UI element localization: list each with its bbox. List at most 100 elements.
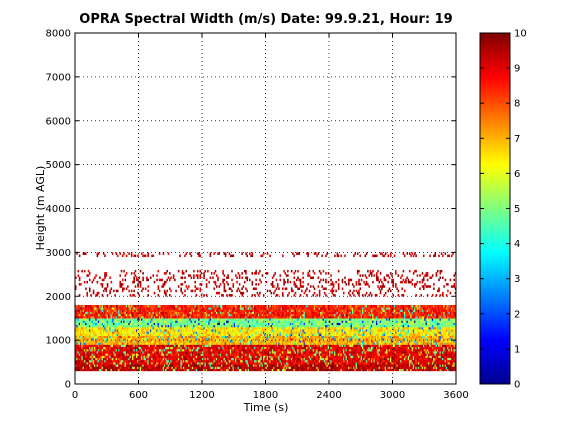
heatmap-cell (386, 355, 388, 358)
heatmap-cell (215, 348, 218, 352)
heatmap-cell (115, 366, 118, 369)
heatmap-cell (132, 353, 134, 356)
heatmap-cell (428, 351, 430, 354)
heatmap-cell (213, 348, 215, 352)
heatmap-cell (417, 344, 420, 347)
heatmap-cell (264, 348, 266, 352)
heatmap-cell (351, 340, 354, 343)
heatmap-cell (194, 348, 196, 352)
heatmap-cell (354, 357, 356, 361)
heatmap-cell (181, 335, 184, 339)
heatmap-cell (311, 351, 313, 354)
heatmap-cell (278, 333, 280, 337)
heatmap-cell (317, 366, 320, 369)
heatmap-cell (172, 359, 175, 363)
heatmap-cell (189, 366, 191, 369)
heatmap-cell (133, 333, 135, 337)
heatmap-cell (299, 340, 302, 343)
heatmap-cell (219, 359, 222, 363)
heatmap-cell (274, 368, 276, 372)
heatmap-cell (144, 368, 147, 372)
heatmap-cell (407, 342, 410, 345)
heatmap-cell (407, 351, 410, 354)
heatmap-cell (229, 353, 232, 356)
heatmap-cell (290, 366, 293, 369)
heatmap-cell (143, 364, 146, 367)
heatmap-cell (233, 362, 236, 365)
heatmap-cell (102, 351, 105, 354)
heatmap-cell (280, 364, 283, 367)
heatmap-cell (268, 351, 270, 354)
heatmap-cell (304, 351, 307, 354)
heatmap-cell (438, 366, 440, 369)
heatmap-cell (429, 357, 431, 361)
heatmap-cell (367, 335, 369, 339)
heatmap-cell (94, 359, 96, 363)
heatmap-cell (306, 346, 308, 350)
heatmap-cell (115, 348, 118, 352)
heatmap-cell (232, 359, 235, 363)
heatmap-cell (100, 337, 102, 341)
heatmap-cell (203, 333, 205, 337)
heatmap-cell (132, 346, 134, 350)
heatmap-cell (354, 362, 356, 365)
heatmap-cell (155, 362, 157, 365)
heatmap-cell (295, 366, 298, 369)
heatmap-cell (75, 368, 77, 372)
heatmap-cell (110, 333, 113, 337)
heatmap-cell (419, 342, 421, 345)
heatmap-cell (240, 366, 242, 369)
heatmap-cell (370, 355, 373, 358)
heatmap-cell (110, 357, 113, 361)
heatmap-cell (389, 351, 392, 354)
heatmap-cell (87, 337, 90, 341)
heatmap-cell (204, 368, 207, 372)
heatmap-cell (120, 342, 123, 345)
heatmap-cell (124, 364, 127, 367)
heatmap-cell (397, 348, 400, 352)
heatmap-cell (143, 366, 146, 369)
heatmap-cell (119, 357, 122, 361)
heatmap-cell (336, 368, 339, 372)
heatmap-cell (94, 337, 96, 341)
heatmap-cell (391, 344, 393, 347)
heatmap-cell (392, 337, 395, 341)
heatmap-cell (304, 342, 307, 345)
heatmap-cell (243, 355, 246, 358)
heatmap-cell (414, 344, 416, 347)
heatmap-cell (302, 351, 304, 354)
heatmap-cell (175, 351, 177, 354)
heatmap-cell (90, 362, 92, 365)
heatmap-cell (440, 351, 443, 354)
heatmap-cell (354, 351, 356, 354)
heatmap-cell (175, 355, 177, 358)
heatmap-cell (256, 355, 259, 358)
heatmap-cell (348, 344, 350, 347)
heatmap-cell (341, 368, 344, 372)
heatmap-cell (327, 351, 330, 354)
heatmap-cell (75, 364, 77, 367)
heatmap-cell (251, 362, 254, 365)
heatmap-cell (81, 346, 83, 350)
heatmap-cell (313, 348, 316, 352)
heatmap-cell (181, 368, 184, 372)
heatmap-cell (440, 368, 443, 372)
heatmap-cell (247, 351, 250, 354)
heatmap-cell (362, 344, 364, 347)
heatmap-cell (353, 351, 355, 354)
heatmap-cell (96, 342, 99, 345)
heatmap-cell (332, 346, 335, 350)
heatmap-cell (96, 364, 99, 367)
heatmap-cell (279, 366, 282, 369)
heatmap-cell (308, 335, 311, 339)
heatmap-cell (250, 359, 252, 363)
heatmap-cell (388, 346, 391, 350)
heatmap-cell (430, 351, 433, 354)
heatmap-cell (318, 359, 321, 363)
heatmap-cell (303, 355, 306, 358)
heatmap-cell (398, 337, 401, 341)
heatmap-cell (195, 340, 198, 343)
heatmap-cell (78, 355, 81, 358)
heatmap-cell (116, 362, 119, 365)
heatmap-cell (176, 337, 179, 341)
